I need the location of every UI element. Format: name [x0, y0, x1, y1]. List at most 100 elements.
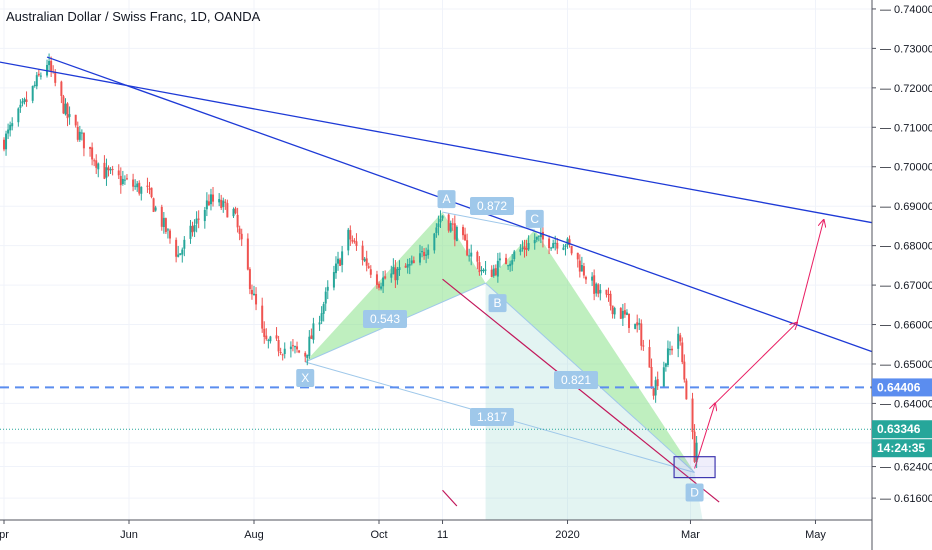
candle-body — [578, 260, 581, 272]
candle-body — [337, 258, 340, 264]
point-d-label-text: D — [690, 485, 699, 499]
point-b-label: B — [488, 294, 507, 313]
candle-body — [64, 103, 67, 115]
time-axis-bg — [0, 520, 872, 550]
candle-body — [203, 209, 206, 222]
point-b-label-bg — [488, 294, 507, 313]
candle-body — [283, 348, 286, 355]
candle-body — [625, 312, 628, 315]
candle-body — [677, 333, 680, 349]
candle-body — [11, 123, 14, 127]
candle-body — [341, 251, 344, 265]
candle-body — [681, 342, 684, 363]
candle-body — [505, 257, 508, 265]
candle-body — [580, 265, 583, 272]
x-tick-label: Aug — [244, 529, 264, 541]
ratio-label-3: 0.821 — [554, 371, 598, 389]
candle-body — [365, 258, 368, 266]
candle-body — [78, 131, 81, 140]
candle-body — [693, 431, 696, 462]
candle-body — [166, 229, 169, 231]
projection-arrow-3 — [796, 220, 824, 323]
candle-body — [209, 194, 212, 205]
candle-body — [582, 266, 585, 276]
candle-body — [23, 98, 26, 102]
candle-body — [121, 178, 124, 184]
candle-body — [564, 245, 567, 248]
x-tick-label: pr — [0, 529, 9, 541]
candle-body — [384, 276, 387, 279]
candle-body — [250, 289, 253, 295]
chart-title: Australian Dollar / Swiss Franc, 1D, OAN… — [6, 9, 261, 24]
candle-body — [636, 322, 639, 326]
candle-body — [412, 260, 415, 264]
candle-body — [117, 170, 120, 176]
candle-body — [679, 335, 682, 342]
candle-body — [50, 60, 53, 72]
ratio-label-3-text: 0.821 — [561, 373, 591, 387]
candle-body — [33, 84, 36, 86]
candle-body — [320, 313, 323, 322]
trendline-2 — [46, 56, 880, 355]
candle-body — [607, 294, 610, 296]
candle-body — [240, 233, 243, 240]
candle-body — [291, 345, 294, 347]
y-tick-label: — 0.68000 — [880, 241, 932, 253]
candle-body — [482, 269, 485, 272]
candle-body — [652, 387, 655, 396]
target-box — [673, 456, 716, 479]
candle-body — [541, 231, 544, 240]
candle-body — [148, 188, 151, 190]
candle-body — [310, 335, 313, 339]
candle-body — [306, 354, 309, 358]
y-tick-label: — 0.65000 — [880, 359, 932, 371]
candle-body — [21, 101, 24, 104]
candle-body — [642, 345, 645, 347]
candle-body — [638, 323, 641, 325]
y-tick-label: — 0.73000 — [880, 43, 932, 55]
candle-body — [576, 252, 579, 260]
candle-body — [234, 208, 237, 214]
channel-line-lower — [442, 489, 458, 507]
y-tick-label: — 0.61600 — [880, 493, 932, 505]
candle-body — [640, 323, 643, 346]
ratio-label-1: 0.543 — [363, 310, 407, 328]
candle-body — [398, 267, 401, 271]
candle-body — [523, 246, 526, 250]
candle-body — [9, 124, 12, 131]
candle-body — [466, 240, 469, 256]
candle-body — [390, 273, 393, 278]
countdown-text: 14:24:35 — [877, 441, 925, 455]
ac-line — [442, 211, 535, 231]
candle-body — [453, 223, 456, 240]
candle-body — [236, 214, 239, 228]
candle-body — [552, 243, 555, 249]
candle-body — [511, 260, 514, 265]
candle-body — [435, 227, 438, 234]
ratio-label-1-bg — [363, 310, 407, 328]
candle-body — [498, 258, 501, 261]
candle-body — [255, 294, 258, 305]
candle-body — [685, 380, 688, 400]
candle-body — [7, 129, 10, 134]
channel-line — [442, 278, 720, 503]
candle-body — [191, 226, 194, 233]
candle-body — [394, 267, 397, 281]
candle-body — [351, 239, 354, 242]
candle-body — [193, 224, 196, 232]
ratio-label-2-bg — [470, 197, 514, 215]
candle-body — [533, 240, 536, 244]
candlesticks — [3, 53, 698, 469]
candle-body — [683, 361, 686, 380]
candle-body — [222, 200, 225, 207]
candle-body — [654, 380, 657, 396]
price-tag-bg — [872, 420, 932, 439]
candle-body — [451, 223, 454, 225]
y-tick-label: — 0.64000 — [880, 398, 932, 410]
candle-body — [480, 269, 483, 271]
candle-body — [437, 223, 440, 228]
candle-body — [111, 168, 114, 171]
x-tick-label: Oct — [370, 529, 387, 541]
y-tick-label: — 0.74000 — [880, 4, 932, 16]
